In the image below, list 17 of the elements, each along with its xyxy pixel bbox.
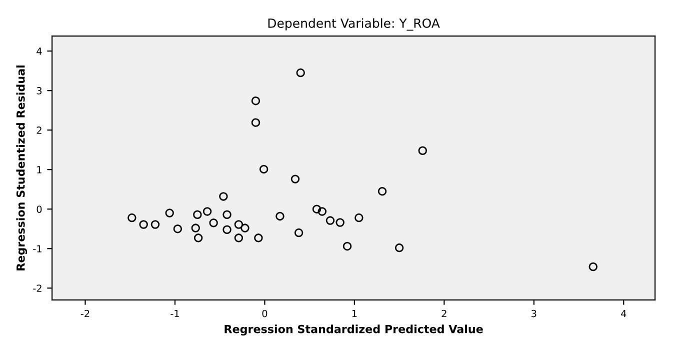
y-tick-label: 0 bbox=[36, 206, 42, 213]
x-tick-label: 1 bbox=[352, 310, 357, 318]
x-tick-label: 4 bbox=[621, 310, 626, 318]
x-tick-label: -2 bbox=[80, 310, 90, 318]
x-tick-label: 2 bbox=[442, 310, 446, 318]
y-tick-label: -2 bbox=[33, 284, 42, 292]
y-tick-label: 2 bbox=[36, 126, 42, 134]
x-tick-label: -1 bbox=[170, 310, 179, 318]
x-tick-label: 0 bbox=[262, 310, 268, 318]
x-axis-title: Regression Standardized Predicted Value bbox=[224, 324, 483, 336]
y-tick-label: -1 bbox=[33, 245, 42, 252]
y-tick-label: 3 bbox=[36, 87, 42, 94]
y-axis-title: Regression Studentized Residual bbox=[16, 66, 28, 270]
x-tick-label: 3 bbox=[532, 310, 536, 318]
y-tick-label: 1 bbox=[37, 166, 42, 174]
chart-title: Dependent Variable: Y_ROA bbox=[268, 18, 440, 31]
y-tick-label: 4 bbox=[36, 48, 42, 55]
